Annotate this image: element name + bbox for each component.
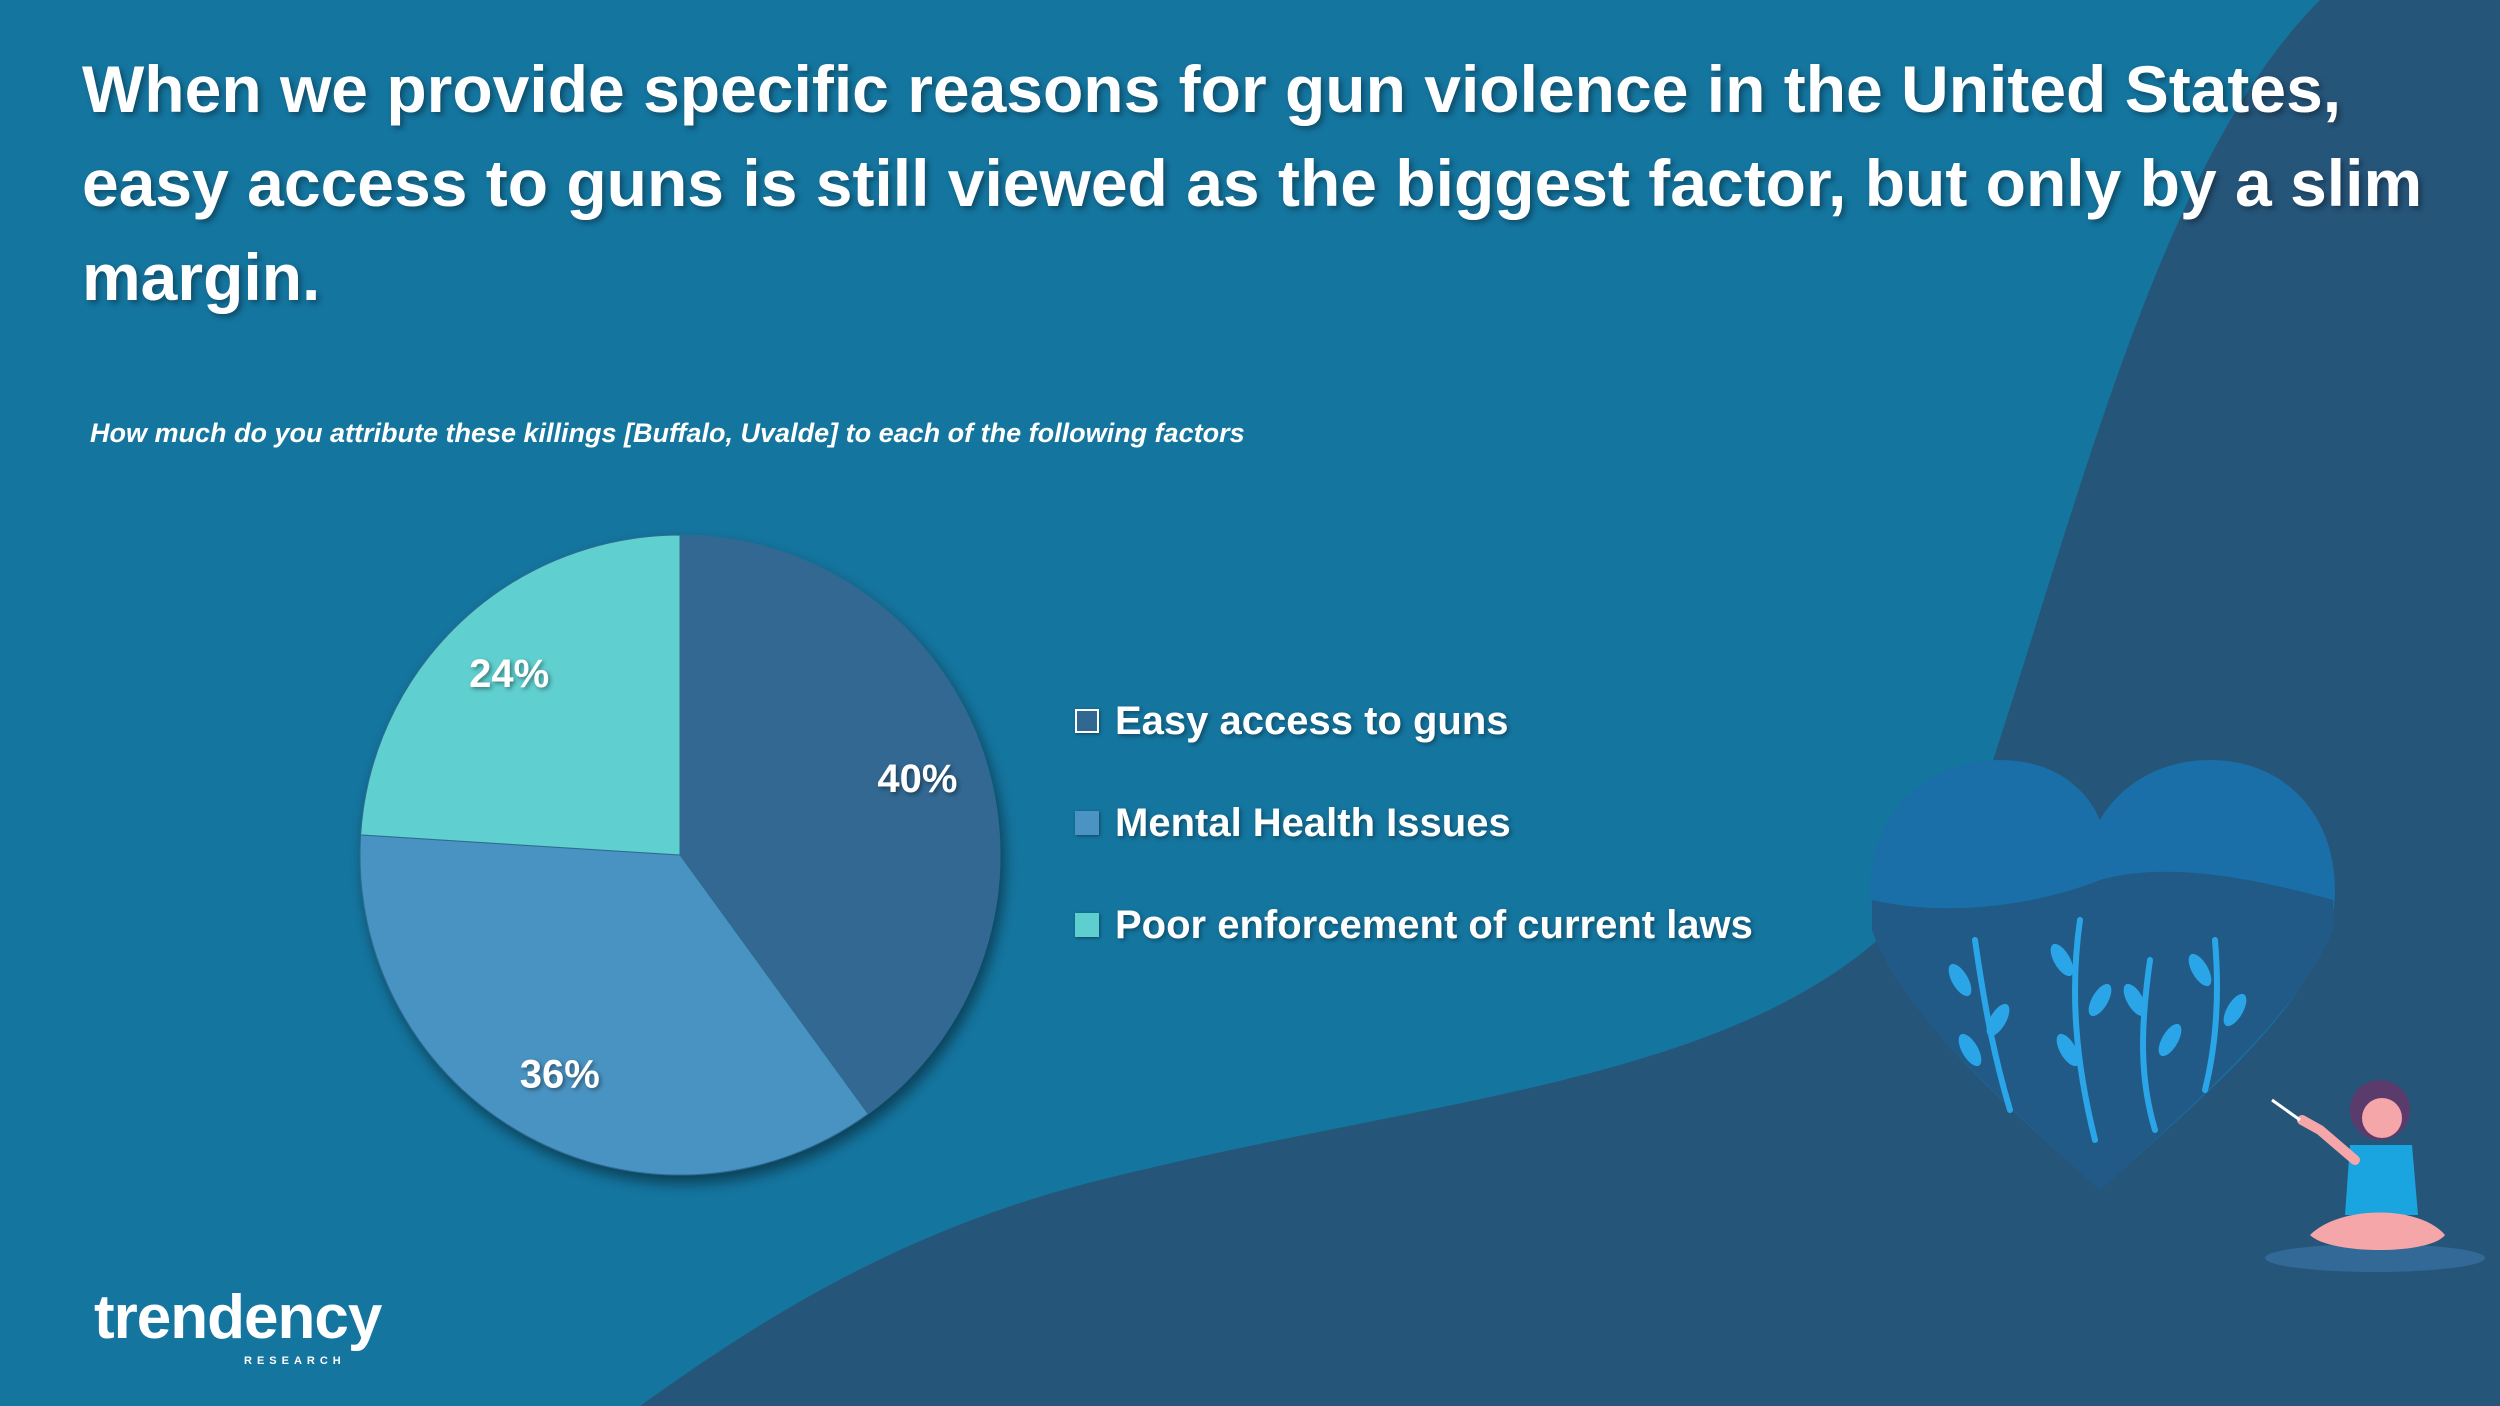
- legend-swatch: [1075, 913, 1099, 937]
- legend-label: Mental Health Issues: [1115, 800, 1511, 845]
- pie-slice: [360, 534, 681, 856]
- page-title: When we provide specific reasons for gun…: [82, 52, 2423, 314]
- legend-swatch: [1075, 811, 1099, 835]
- pie-slice: [679, 534, 1001, 1115]
- legend-item: Easy access to guns: [1075, 670, 1753, 772]
- trendency-logo: trendency: [94, 1283, 382, 1352]
- legend-label: Easy access to guns: [1115, 698, 1509, 743]
- legend-item: Poor enforcement of current laws: [1075, 874, 1753, 976]
- logo-tagline: RESEARCH: [244, 1355, 346, 1367]
- legend-label: Poor enforcement of current laws: [1115, 902, 1753, 947]
- pie-data-label: 36%: [520, 1053, 600, 1097]
- pie-data-label: 24%: [469, 652, 549, 696]
- pie-slice: [359, 834, 869, 1176]
- chart-subtitle: How much do you attribute these killings…: [90, 418, 1245, 448]
- chart-legend: Easy access to guns Mental Health Issues…: [1075, 670, 1753, 976]
- legend-item: Mental Health Issues: [1075, 772, 1753, 874]
- pie-data-label: 40%: [877, 757, 957, 801]
- legend-swatch: [1075, 709, 1099, 733]
